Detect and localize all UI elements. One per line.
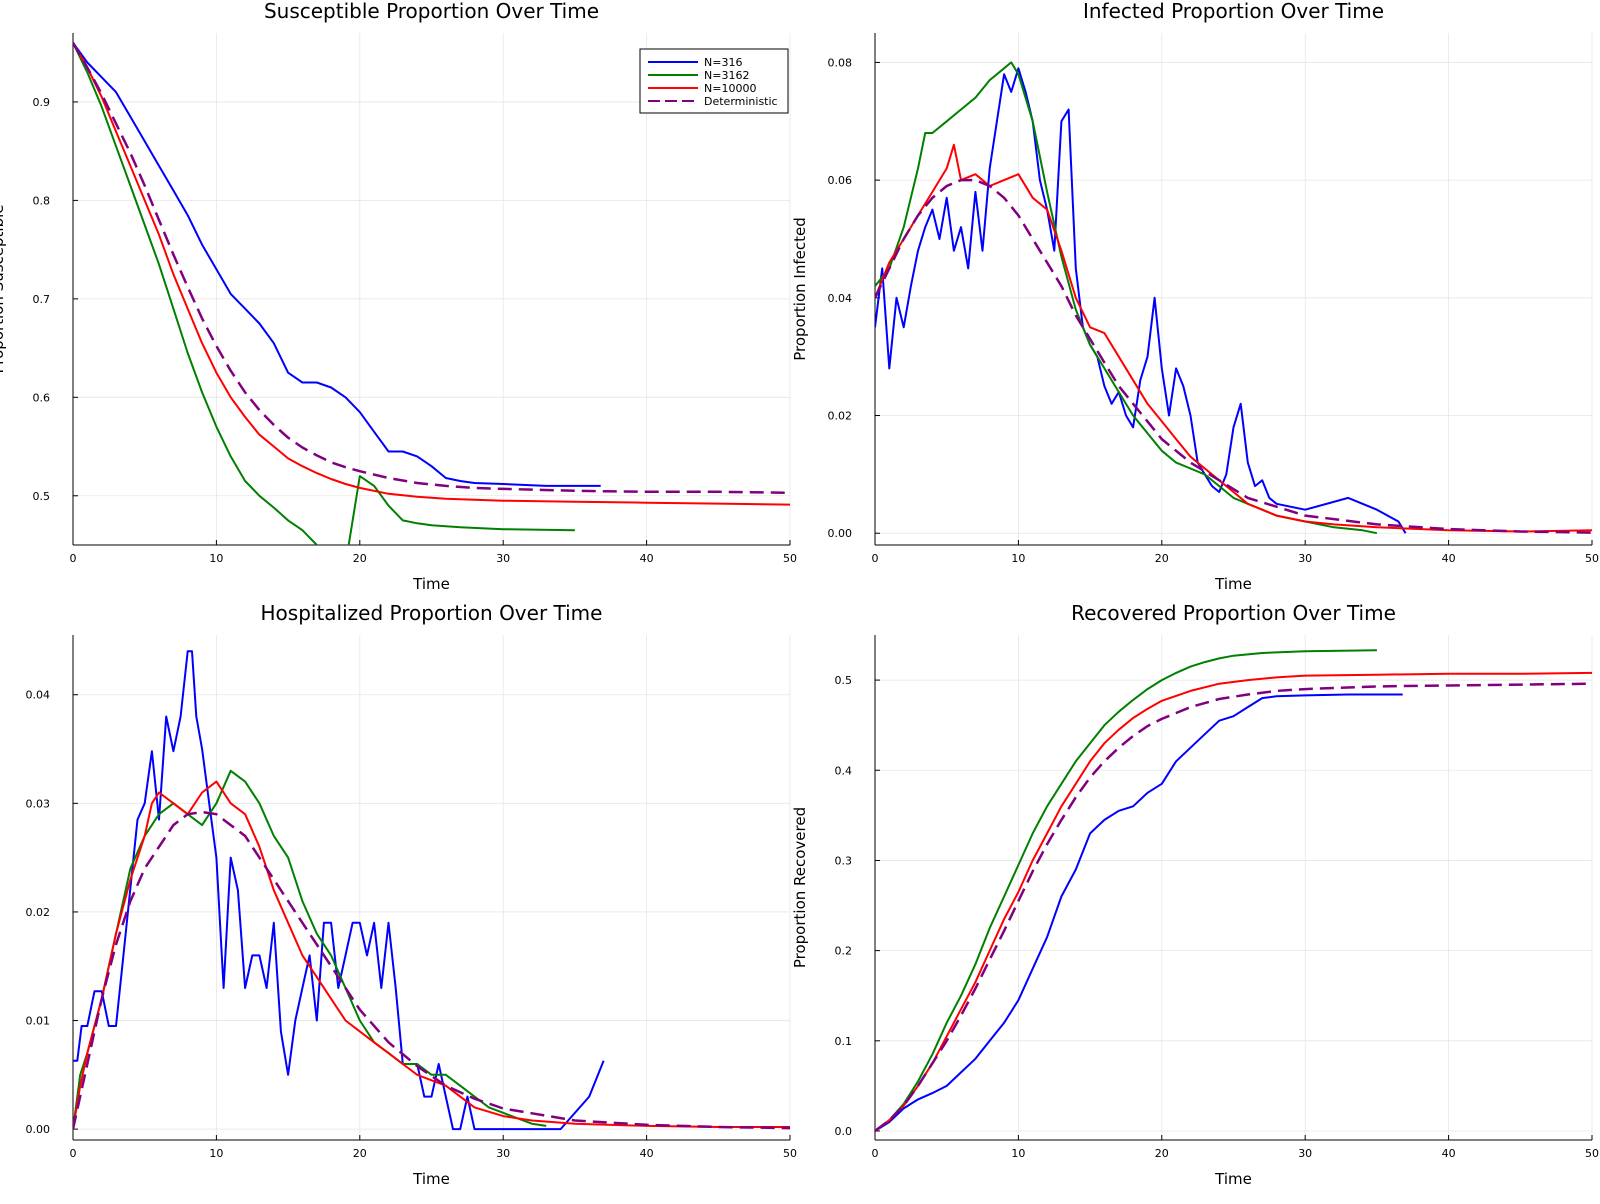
x-tick-label: 30 — [496, 1147, 510, 1160]
x-tick-label: 0 — [70, 1147, 77, 1160]
series-line-deterministic — [875, 178, 1592, 534]
recovered-xlabel: Time — [1214, 1170, 1252, 1188]
x-tick-label: 50 — [1585, 552, 1599, 565]
infected-series-group — [875, 61, 1592, 535]
x-tick-label: 40 — [1442, 1147, 1456, 1160]
series-line-n10000 — [73, 780, 790, 1130]
x-tick-label: 30 — [1298, 552, 1312, 565]
y-tick-label: 0.02 — [828, 410, 853, 423]
susceptible-xlabel: Time — [412, 575, 450, 593]
series-line-deterministic — [73, 42, 790, 495]
x-tick-label: 20 — [353, 1147, 367, 1160]
x-tick-label: 50 — [783, 1147, 797, 1160]
series-line-n3162 — [73, 42, 575, 545]
hospitalized-series-group — [73, 650, 790, 1131]
series-line-n316 — [875, 67, 1407, 534]
x-tick-label: 10 — [1011, 1147, 1025, 1160]
infected-ylabel: Proportion Infected — [791, 217, 809, 360]
y-tick-label: 0.04 — [26, 689, 51, 702]
y-tick-label: 0.01 — [26, 1015, 51, 1028]
hospitalized-title: Hospitalized Proportion Over Time — [261, 601, 603, 625]
y-tick-label: 0.5 — [33, 490, 51, 503]
infected-xlabel: Time — [1214, 575, 1252, 593]
y-tick-label: 0.4 — [835, 764, 853, 777]
x-tick-label: 30 — [496, 552, 510, 565]
susceptible-ylabel: Proportion Susceptible — [0, 205, 7, 374]
series-line-n10000 — [73, 42, 790, 506]
y-tick-label: 0.8 — [33, 194, 51, 207]
y-tick-label: 0.5 — [835, 674, 853, 687]
susceptible-panel: 0 10 20 30 40 50 0.5 0.6 0.7 0.8 0.9 Susceptible Pr… — [0, 0, 797, 593]
y-tick-label: 0.03 — [26, 797, 51, 810]
y-tick-label: 0.02 — [26, 906, 51, 919]
x-tick-label: 40 — [640, 552, 654, 565]
x-tick-label: 0 — [872, 552, 879, 565]
series-line-n3162 — [875, 649, 1377, 1132]
legend-label-n316: N=316 — [704, 56, 742, 69]
recovered-title: Recovered Proportion Over Time — [1071, 601, 1396, 625]
y-tick-label: 0.04 — [828, 292, 853, 305]
hospitalized-xlabel: Time — [412, 1170, 450, 1188]
y-tick-label: 0.9 — [33, 96, 51, 109]
y-tick-label: 0.7 — [33, 293, 51, 306]
y-tick-label: 0.2 — [835, 945, 853, 958]
series-line-n3162 — [73, 769, 547, 1130]
recovered-panel: 0 10 20 30 40 50 0.0 0.1 0.2 0.3 0.4 0.5 Recovered P… — [791, 601, 1599, 1188]
y-tick-label: 0.00 — [828, 527, 853, 540]
x-tick-label: 20 — [353, 552, 367, 565]
susceptible-title: Susceptible Proportion Over Time — [264, 0, 599, 23]
susceptible-series-group — [73, 42, 790, 545]
x-tick-label: 10 — [209, 1147, 223, 1160]
legend-label-deterministic: Deterministic — [704, 95, 778, 108]
recovered-series-group — [875, 649, 1592, 1132]
y-tick-label: 0.6 — [33, 391, 51, 404]
y-tick-label: 0.3 — [835, 854, 853, 867]
infected-panel: 0 10 20 30 40 50 0.00 0.02 0.04 0.06 0.08 Infected … — [791, 0, 1599, 593]
series-line-deterministic — [73, 810, 790, 1130]
x-tick-label: 20 — [1155, 552, 1169, 565]
y-tick-label: 0.08 — [828, 56, 853, 69]
recovered-ylabel: Proportion Recovered — [791, 807, 809, 968]
x-tick-label: 10 — [209, 552, 223, 565]
x-tick-label: 20 — [1155, 1147, 1169, 1160]
x-tick-label: 0 — [70, 552, 77, 565]
infected-title: Infected Proportion Over Time — [1083, 0, 1384, 23]
y-tick-label: 0.1 — [835, 1035, 853, 1048]
legend-label-n10000: N=10000 — [704, 82, 756, 95]
x-tick-label: 10 — [1011, 552, 1025, 565]
y-tick-label: 0.0 — [835, 1125, 853, 1138]
legend-label-n3162: N=3162 — [704, 69, 749, 82]
x-tick-label: 30 — [1298, 1147, 1312, 1160]
series-line-n10000 — [875, 671, 1592, 1132]
y-tick-label: 0.00 — [26, 1123, 51, 1136]
series-line-n316 — [73, 42, 601, 487]
x-tick-label: 40 — [640, 1147, 654, 1160]
hospitalized-panel: 0 10 20 30 40 50 0.00 0.01 0.02 0.03 0.04 Hospitali… — [26, 601, 798, 1188]
x-tick-label: 50 — [783, 552, 797, 565]
series-line-n10000 — [875, 143, 1592, 533]
x-tick-label: 50 — [1585, 1147, 1599, 1160]
legend-box — [639, 48, 789, 114]
series-line-n316 — [875, 693, 1403, 1132]
y-tick-label: 0.06 — [828, 174, 853, 187]
x-tick-label: 0 — [872, 1147, 879, 1160]
series-line-deterministic — [875, 682, 1592, 1132]
x-tick-label: 40 — [1442, 552, 1456, 565]
series-line-n316 — [73, 650, 605, 1131]
